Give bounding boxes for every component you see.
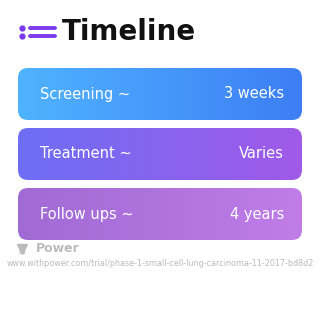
Text: Power: Power <box>36 243 80 255</box>
Text: Follow ups ~: Follow ups ~ <box>40 206 134 221</box>
Text: Screening ~: Screening ~ <box>40 87 130 101</box>
Text: Treatment ~: Treatment ~ <box>40 146 132 162</box>
Text: www.withpower.com/trial/phase-1-small-cell-lung-carcinoma-11-2017-bd8d2: www.withpower.com/trial/phase-1-small-ce… <box>6 260 314 268</box>
Text: 4 years: 4 years <box>230 206 284 221</box>
Text: ␧: ␧ <box>19 244 25 254</box>
Text: Timeline: Timeline <box>62 18 196 46</box>
Text: Varies: Varies <box>239 146 284 162</box>
Text: 3 weeks: 3 weeks <box>224 87 284 101</box>
